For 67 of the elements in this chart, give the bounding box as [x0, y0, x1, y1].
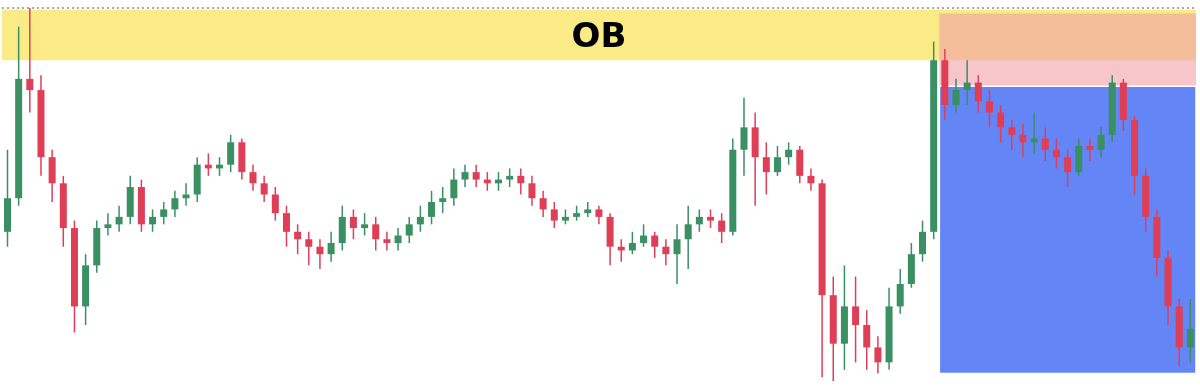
candlestick: [785, 141, 793, 166]
candlestick: [416, 204, 424, 233]
candlestick: [684, 204, 692, 270]
candlestick: [707, 208, 715, 229]
candlestick: [372, 216, 380, 252]
candlestick: [461, 163, 469, 188]
candlestick: [863, 309, 871, 371]
candlestick: [718, 212, 726, 244]
candlestick: [595, 204, 603, 226]
candlestick: [249, 163, 257, 192]
candlestick: [662, 238, 670, 267]
band-label: OB: [571, 15, 627, 56]
candlestick: [1186, 298, 1194, 364]
candlestick: [896, 268, 904, 315]
candlestick: [104, 212, 112, 237]
candlestick: [1064, 148, 1072, 188]
candlestick: [985, 89, 993, 129]
candlestick: [952, 78, 960, 114]
candlestick: [1019, 122, 1027, 158]
candlestick: [316, 238, 324, 270]
candlestick: [1052, 137, 1060, 170]
candlestick: [1086, 137, 1094, 162]
candlestick: [450, 167, 458, 207]
candlestick: [115, 204, 123, 233]
candlestick: [349, 208, 357, 241]
candlestick: [260, 175, 268, 203]
candlestick: [327, 231, 335, 263]
candlestick: [740, 96, 748, 177]
candlestick: [651, 231, 659, 259]
candlestick: [584, 201, 592, 218]
candlestick: [472, 163, 480, 188]
candlestick: [1097, 126, 1105, 158]
candlestick: [271, 186, 279, 222]
candlestick: [1008, 119, 1016, 151]
candlestick: [852, 275, 860, 364]
candlestick: [673, 223, 681, 285]
candlestick: [26, 8, 34, 114]
candlestick: [1041, 126, 1049, 162]
candlestick: [439, 186, 447, 214]
candlestick: [171, 190, 179, 218]
candlestick: [695, 208, 703, 233]
candlestick: [160, 201, 168, 226]
candlestick: [762, 141, 770, 196]
candlestick: [528, 175, 536, 207]
candlestick: [628, 231, 636, 255]
candlestick: [974, 74, 982, 114]
candlestick: [997, 104, 1005, 144]
candlestick: [361, 212, 369, 237]
candlestick: [963, 59, 971, 106]
candlestick: [294, 223, 302, 255]
candlestick: [428, 190, 436, 226]
candlestick: [773, 145, 781, 177]
candlestick: [383, 231, 391, 252]
candlestick: [550, 201, 558, 229]
candlestick: [394, 227, 402, 252]
candlestick: [874, 335, 882, 375]
candlestick: [517, 167, 525, 196]
candlestick: [919, 219, 927, 263]
candlestick: [539, 190, 547, 218]
candlestick: [506, 167, 514, 188]
candlestick: [282, 204, 290, 248]
candlestick: [807, 167, 815, 192]
candlestick: [640, 223, 648, 248]
candlestick: [227, 134, 235, 173]
candlestick: [305, 231, 313, 267]
candlestick: [405, 216, 413, 244]
candlestick: [149, 208, 157, 233]
